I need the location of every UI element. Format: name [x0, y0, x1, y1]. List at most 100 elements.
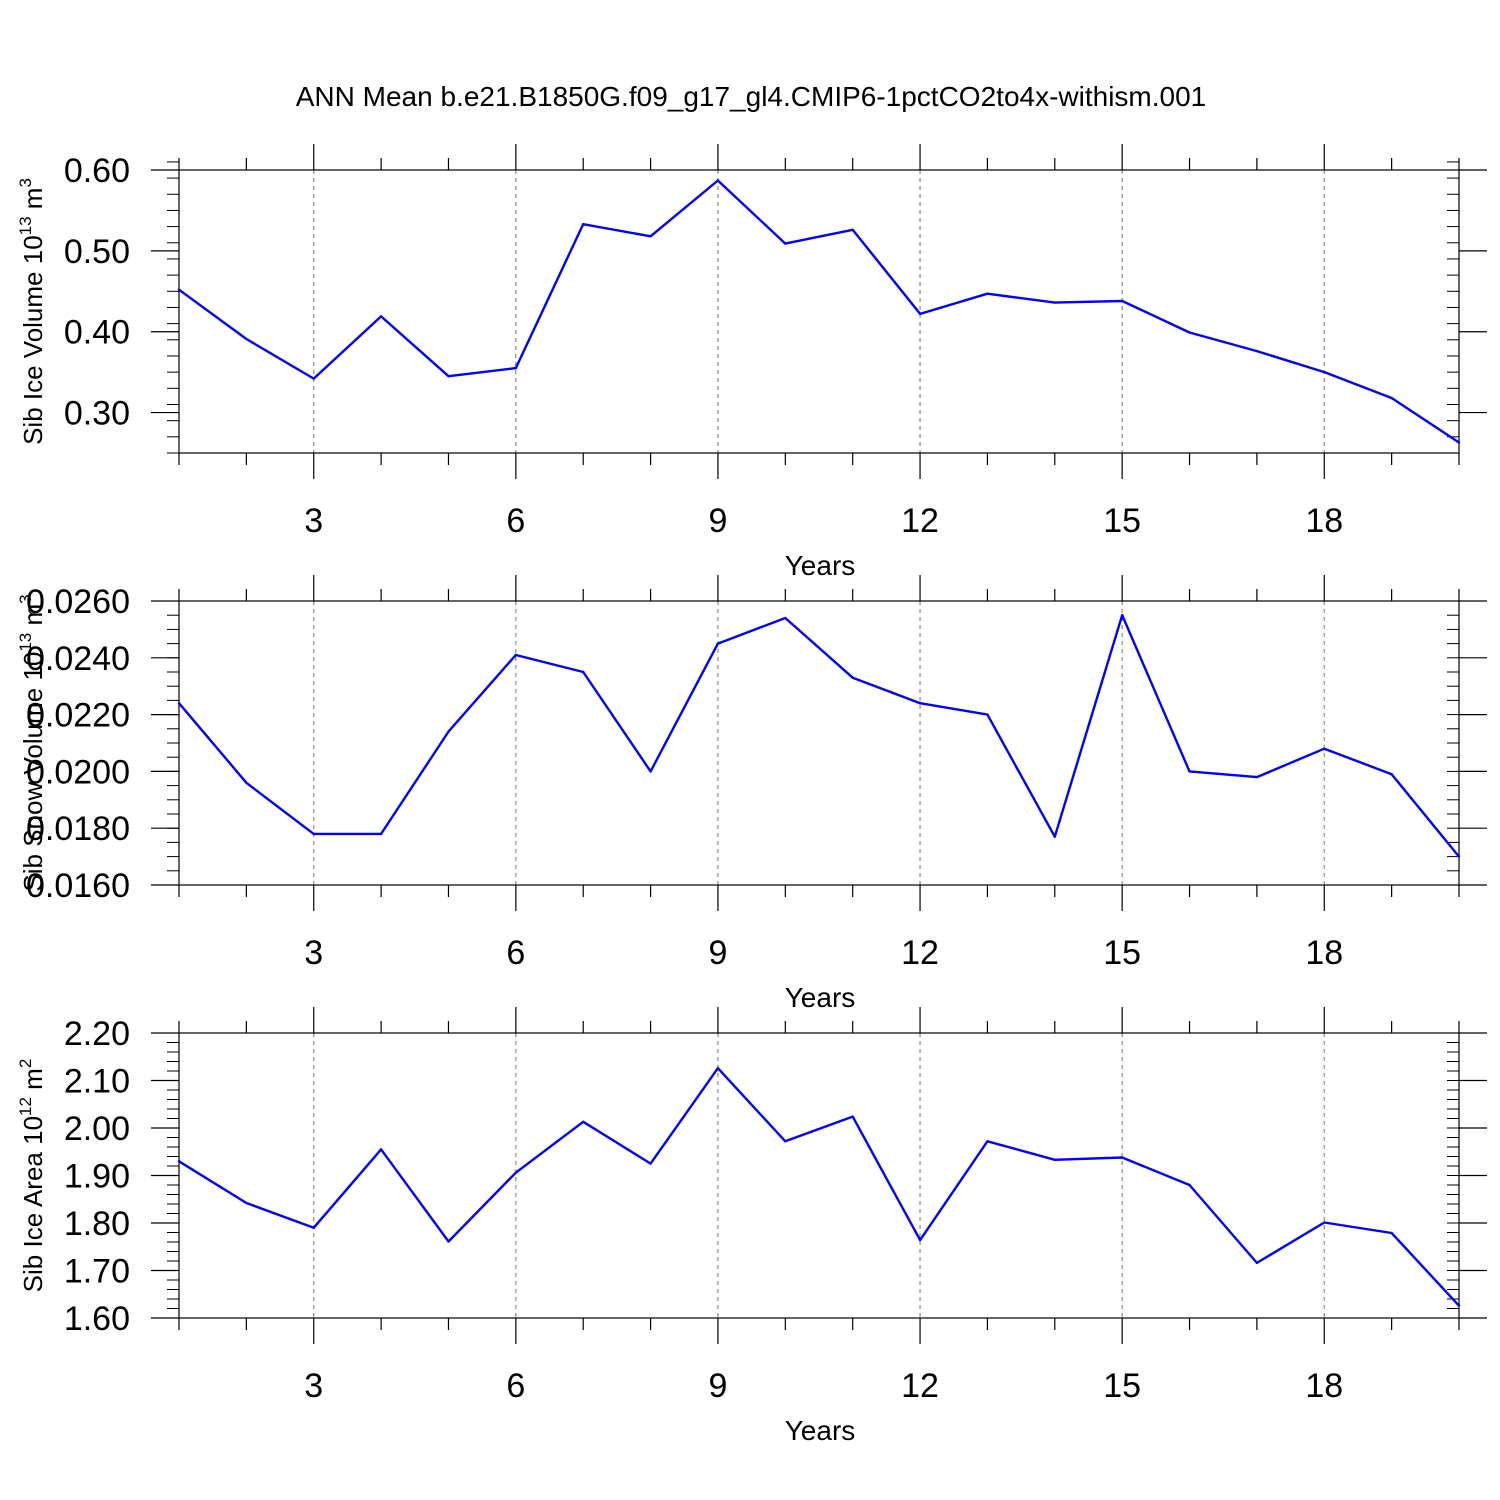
x-tick-label: 9	[708, 502, 727, 540]
data-point	[379, 1148, 383, 1151]
data-point	[716, 1066, 720, 1070]
data-point	[784, 242, 787, 245]
x-axis-label: Years	[785, 982, 856, 1013]
data-point	[245, 1201, 248, 1205]
data-point	[1120, 299, 1124, 303]
x-tick-label: 18	[1305, 1367, 1343, 1405]
data-point	[582, 1120, 585, 1124]
y-tick-label: 0.0260	[26, 583, 130, 621]
y-tick-label: 0.30	[64, 395, 130, 433]
data-point	[1120, 1156, 1124, 1159]
data-point	[649, 770, 652, 773]
data-point	[1323, 747, 1326, 750]
data-point	[447, 1240, 450, 1243]
x-tick-label: 3	[304, 934, 323, 972]
data-point	[245, 337, 248, 341]
data-point	[312, 377, 315, 380]
y-tick-label: 1.60	[64, 1300, 130, 1338]
x-tick-label: 12	[901, 1367, 939, 1405]
data-point	[986, 713, 989, 716]
x-tick-label: 18	[1305, 934, 1343, 972]
y-tick-label: 1.80	[64, 1205, 130, 1243]
figure-title: ANN Mean b.e21.B1850G.f09_g17_gl4.CMIP6-…	[296, 81, 1207, 112]
data-point	[716, 179, 720, 182]
data-point	[784, 1140, 787, 1143]
x-tick-label: 3	[304, 1367, 323, 1405]
data-point	[1390, 396, 1393, 400]
data-point	[1053, 1158, 1056, 1162]
data-point	[1053, 835, 1056, 838]
data-point	[177, 288, 181, 291]
y-tick-label: 2.10	[64, 1063, 130, 1101]
data-point	[1323, 370, 1326, 374]
data-point	[1188, 1183, 1191, 1187]
plot-frame	[178, 600, 1460, 886]
panel-snow-volume: 3 6 9 12 15 18 Years 0.0160 0.0180 0.0200 0.0220 0.…	[16, 575, 1487, 1013]
plot-frame	[178, 169, 1460, 454]
series-line	[178, 179, 1460, 444]
data-point	[447, 730, 450, 733]
panel-ice-volume: 3 6 9 12 15 18 Years 0.30 0.40 0.50 0.60 Sib Ice Vo…	[16, 144, 1487, 581]
x-tick-label: 9	[708, 934, 727, 972]
panel-ice-area: 3 6 9 12 15 18 Years 1.60 1.70 1.80 1.90 2.00 2.10 2.…	[16, 1007, 1487, 1446]
data-point	[851, 1115, 854, 1118]
data-point	[312, 832, 315, 836]
y-tick-label: 0.50	[64, 233, 130, 271]
data-point	[784, 616, 787, 620]
data-point	[582, 222, 585, 226]
data-point	[918, 312, 922, 316]
data-point	[514, 1171, 518, 1174]
data-point	[1323, 1221, 1326, 1224]
data-point	[918, 702, 922, 705]
series-line	[178, 1066, 1460, 1307]
data-point	[514, 653, 518, 657]
x-tick-label: 6	[506, 934, 525, 972]
data-point	[1390, 1231, 1393, 1235]
y-tick-label: 0.0240	[26, 640, 130, 678]
data-point	[649, 1162, 652, 1165]
x-tick-label: 15	[1103, 934, 1141, 972]
data-point	[379, 832, 383, 836]
data-point	[1188, 770, 1191, 773]
x-tick-label: 12	[901, 934, 939, 972]
x-tick-label: 12	[901, 502, 939, 540]
x-tick-label: 3	[304, 502, 323, 540]
x-tick-label: 15	[1103, 1367, 1141, 1405]
y-tick-label: 0.40	[64, 314, 130, 352]
data-point	[379, 315, 383, 318]
data-point	[1457, 1304, 1461, 1307]
data-point	[514, 366, 518, 370]
plot-frame	[178, 1032, 1460, 1319]
data-point	[1390, 773, 1393, 776]
data-point	[1457, 441, 1461, 444]
y-tick-label: 0.0180	[26, 810, 130, 848]
data-point	[649, 235, 652, 238]
y-tick-label: 0.0200	[26, 753, 130, 791]
data-point	[1188, 331, 1191, 334]
data-point	[1120, 614, 1124, 617]
y-tick-label: 0.0160	[26, 867, 130, 905]
data-point	[851, 228, 854, 232]
y-tick-label: 2.20	[64, 1015, 130, 1053]
y-axis-label: Sib Ice Area 1012 m2	[16, 1059, 48, 1293]
data-point	[1255, 775, 1259, 779]
y-tick-label: 0.0220	[26, 697, 130, 735]
y-axis-label: Sib Snow Volume 1013 m3	[16, 594, 48, 891]
y-tick-label: 0.60	[64, 152, 130, 190]
data-point	[986, 1140, 989, 1143]
x-tick-label: 9	[708, 1367, 727, 1405]
x-axis-label: Years	[785, 1415, 856, 1446]
data-point	[918, 1238, 922, 1242]
data-point	[716, 642, 720, 645]
x-axis-label: Years	[785, 550, 856, 581]
x-tick-label: 6	[506, 502, 525, 540]
series-line	[178, 614, 1460, 858]
data-point	[1255, 349, 1259, 353]
x-tick-label: 18	[1305, 502, 1343, 540]
data-point	[177, 702, 181, 705]
data-point	[312, 1226, 315, 1229]
y-tick-label: 1.70	[64, 1253, 130, 1291]
data-point	[851, 676, 854, 679]
x-tick-label: 6	[506, 1367, 525, 1405]
